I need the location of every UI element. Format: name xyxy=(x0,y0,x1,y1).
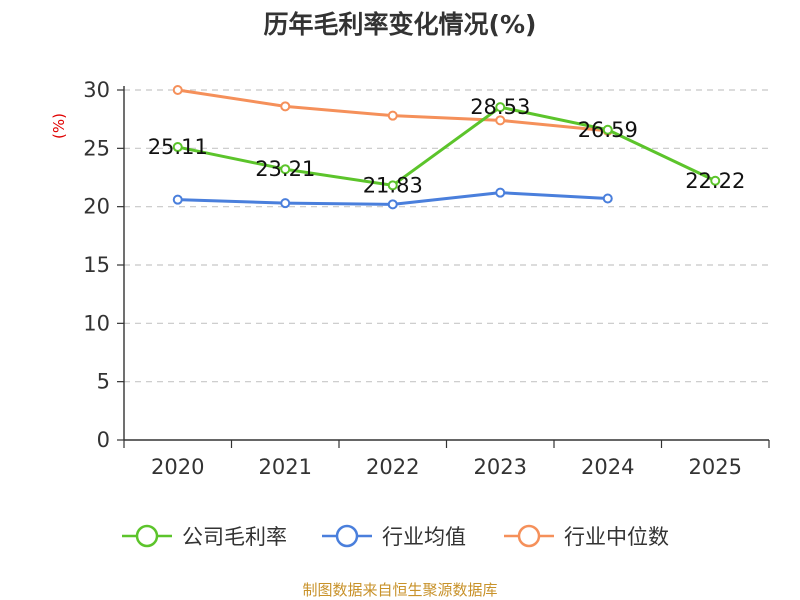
y-axis-unit: (%) xyxy=(50,113,68,139)
x-tick-label: 2022 xyxy=(366,455,419,479)
legend-label: 公司毛利率 xyxy=(182,525,287,549)
legend-label: 行业均值 xyxy=(382,525,466,549)
y-tick-label: 15 xyxy=(83,253,110,277)
y-tick-label: 30 xyxy=(83,78,110,102)
data-labels: 25.11 23.21 21.83 28.53 26.59 22.22 xyxy=(148,95,746,197)
x-tick-label: 2023 xyxy=(474,455,527,479)
y-tick-label: 25 xyxy=(83,136,110,160)
data-point xyxy=(280,198,291,209)
source-note: 制图数据来自恒生聚源数据库 xyxy=(302,581,497,599)
series-line xyxy=(176,105,717,187)
y-tick-label: 10 xyxy=(83,311,110,335)
series-line xyxy=(176,88,610,133)
data-point xyxy=(387,199,398,210)
x-tick-label: 2020 xyxy=(151,455,204,479)
data-label: 21.83 xyxy=(363,173,423,197)
data-point xyxy=(710,175,721,186)
data-point xyxy=(280,101,291,112)
data-point xyxy=(172,194,183,205)
data-label: 23.21 xyxy=(255,157,315,181)
data-label: 26.59 xyxy=(578,118,638,142)
data-point xyxy=(172,142,183,153)
data-point xyxy=(280,164,291,175)
legend-marker xyxy=(517,524,541,548)
y-tick-label: 5 xyxy=(97,370,110,394)
legend: 公司毛利率 行业均值 行业中位数 xyxy=(122,524,669,549)
data-point xyxy=(387,180,398,191)
data-label: 25.11 xyxy=(148,135,208,159)
legend-marker xyxy=(335,524,359,548)
x-tick-label: 2021 xyxy=(259,455,312,479)
data-point xyxy=(495,115,506,126)
data-point xyxy=(387,110,398,121)
x-tick-label: 2025 xyxy=(689,455,742,479)
data-label: 28.53 xyxy=(470,95,530,119)
chart-title: 历年毛利率变化情况(%) xyxy=(264,10,537,39)
data-point xyxy=(495,102,506,113)
data-point xyxy=(172,85,183,95)
grid xyxy=(124,89,769,383)
legend-label: 行业中位数 xyxy=(564,525,669,549)
series-layer xyxy=(172,85,721,210)
legend-marker xyxy=(135,524,159,548)
data-point xyxy=(602,124,613,135)
y-tick-label: 0 xyxy=(97,428,110,452)
y-tick-label: 20 xyxy=(83,195,110,219)
data-label: 22.22 xyxy=(685,169,745,193)
data-point xyxy=(495,187,506,198)
x-tick-label: 2024 xyxy=(581,455,634,479)
data-point xyxy=(602,193,613,204)
